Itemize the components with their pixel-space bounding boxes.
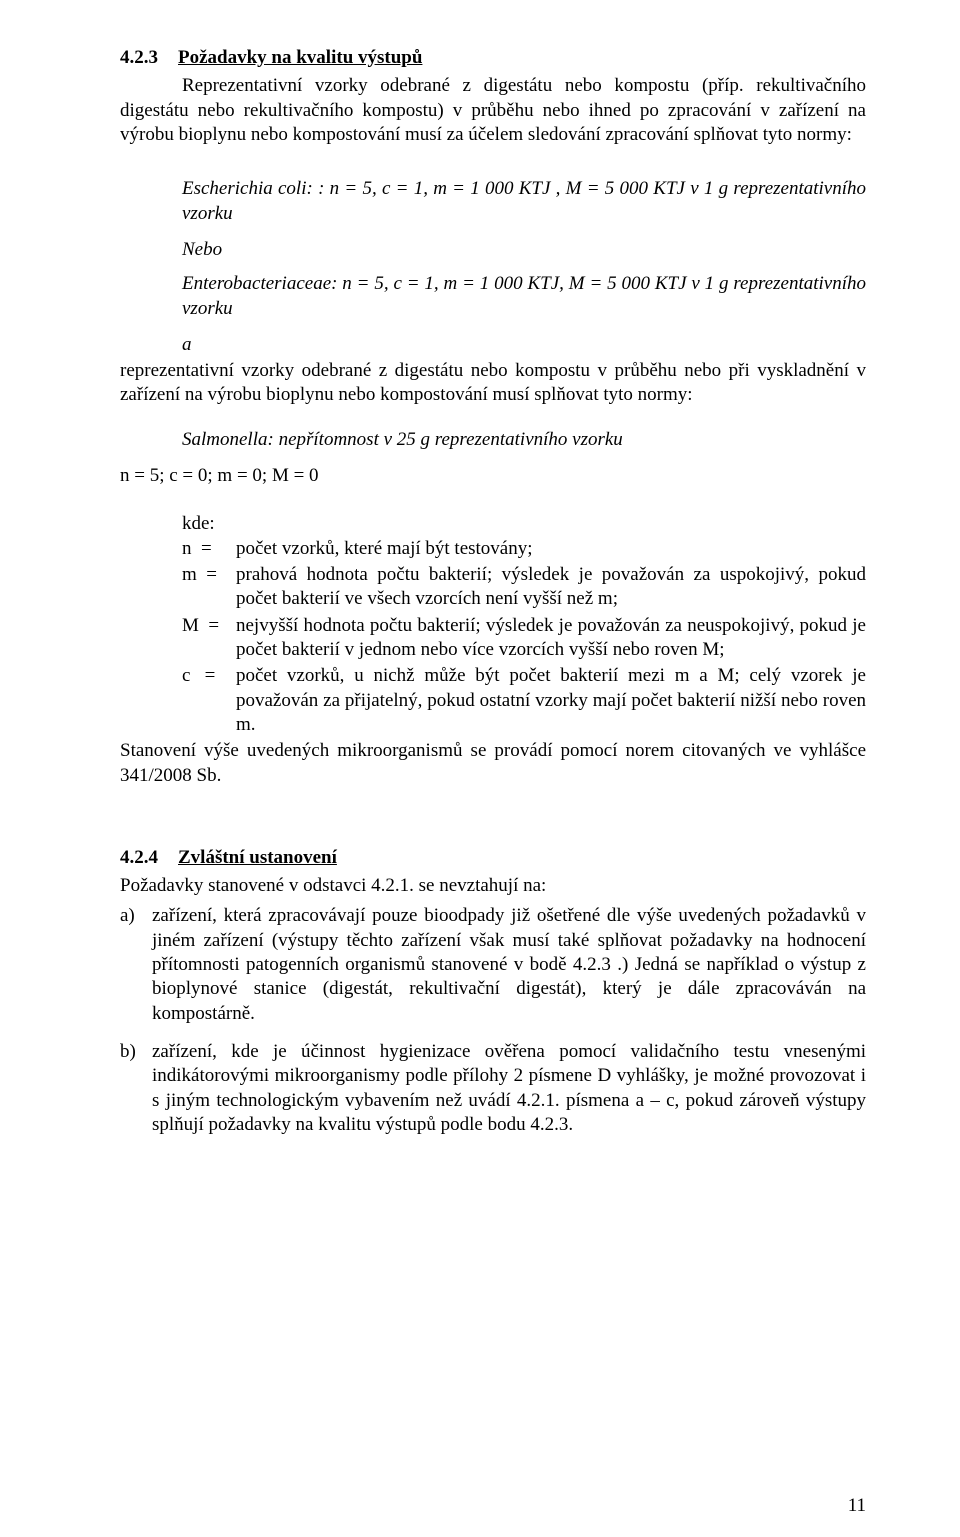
salmonella-spec: Salmonella: nepřítomnost v 25 g reprezen… bbox=[182, 428, 866, 452]
def-n-label: n = bbox=[182, 537, 236, 561]
item-b: b) zařízení, kde je účinnost hygienizace… bbox=[120, 1040, 866, 1137]
entero-spec: Enterobacteriaceae: n = 5, c = 1, m = 1 … bbox=[182, 272, 866, 321]
heading-4-2-4: 4.2.4Zvláštní ustanovení bbox=[120, 846, 866, 870]
def-c-row: c = počet vzorků, u nichž může být počet… bbox=[182, 664, 866, 737]
heading-number: 4.2.4 bbox=[120, 846, 178, 870]
page-number: 11 bbox=[0, 1494, 960, 1518]
item-b-label: b) bbox=[120, 1040, 152, 1137]
item-a-text: zařízení, která zpracovávají pouze biood… bbox=[152, 904, 866, 1026]
para-repr: reprezentativní vzorky odebrané z digest… bbox=[120, 359, 866, 408]
def-bigm-text: nejvyšší hodnota počtu bakterií; výslede… bbox=[236, 614, 866, 663]
heading-title: Požadavky na kvalitu výstupů bbox=[178, 47, 422, 68]
def-m-text: prahová hodnota počtu bakterií; výsledek… bbox=[236, 563, 866, 612]
para-intro: Reprezentativní vzorky odebrané z digest… bbox=[120, 74, 866, 147]
heading-title: Zvláštní ustanovení bbox=[178, 847, 337, 868]
def-m-label: m = bbox=[182, 563, 236, 612]
a-label: a bbox=[182, 333, 866, 357]
heading-number: 4.2.3 bbox=[120, 46, 178, 70]
heading-4-2-3: 4.2.3Požadavky na kvalitu výstupů bbox=[120, 46, 866, 70]
para-stanoveni: Stanovení výše uvedených mikroorganismů … bbox=[120, 739, 866, 788]
kde-label: kde: bbox=[182, 512, 866, 536]
def-m-row: m = prahová hodnota počtu bakterií; výsl… bbox=[182, 563, 866, 612]
def-c-label: c = bbox=[182, 664, 236, 737]
item-a: a) zařízení, která zpracovávají pouze bi… bbox=[120, 904, 866, 1026]
salmonella-text: Salmonella: nepřítomnost v 25 g reprezen… bbox=[182, 429, 623, 450]
def-c-text: počet vzorků, u nichž může být počet bak… bbox=[236, 664, 866, 737]
def-n-row: n = počet vzorků, které mají být testová… bbox=[182, 537, 866, 561]
definitions-block: kde: n = počet vzorků, které mají být te… bbox=[182, 512, 866, 737]
ecoli-spec: Escherichia coli: : n = 5, c = 1, m = 1 … bbox=[182, 177, 866, 226]
item-a-label: a) bbox=[120, 904, 152, 1026]
item-b-text: zařízení, kde je účinnost hygienizace ov… bbox=[152, 1040, 866, 1137]
def-bigm-label: M = bbox=[182, 614, 236, 663]
letter-list: a) zařízení, která zpracovávají pouze bi… bbox=[120, 904, 866, 1137]
def-n-text: počet vzorků, které mají být testovány; bbox=[236, 537, 866, 561]
def-bigm-row: M = nejvyšší hodnota počtu bakterií; výs… bbox=[182, 614, 866, 663]
equation-line: n = 5; c = 0; m = 0; M = 0 bbox=[120, 464, 866, 488]
nebo-label: Nebo bbox=[182, 238, 866, 262]
para-424-intro: Požadavky stanovené v odstavci 4.2.1. se… bbox=[120, 874, 866, 898]
